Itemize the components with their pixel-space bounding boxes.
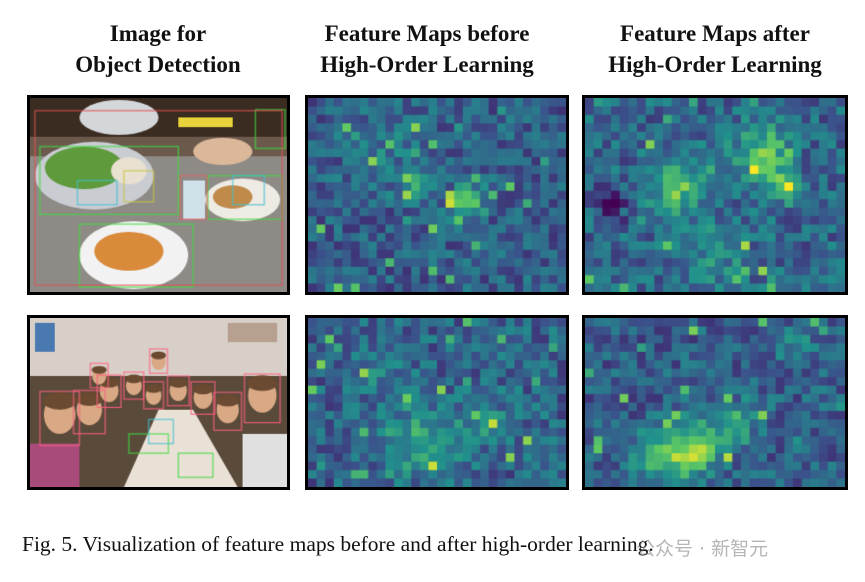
feature-map-before-family xyxy=(305,315,569,490)
detection-photo-food xyxy=(27,95,290,295)
title-line: Feature Maps after xyxy=(620,21,810,46)
watermark: 公众号 · 新智元 xyxy=(636,538,769,560)
column-title-before: Feature Maps before High-Order Learning xyxy=(282,18,572,80)
title-line: Feature Maps before xyxy=(324,21,530,46)
feature-map-before-food xyxy=(305,95,569,295)
title-line: High-Order Learning xyxy=(608,52,822,77)
title-line: High-Order Learning xyxy=(320,52,534,77)
feature-map-after-food xyxy=(582,95,848,295)
column-title-image: Image for Object Detection xyxy=(13,18,303,80)
feature-map-after-family xyxy=(582,315,848,490)
detection-photo-family xyxy=(27,315,290,490)
column-title-after: Feature Maps after High-Order Learning xyxy=(570,18,860,80)
title-line: Object Detection xyxy=(75,52,241,77)
figure-caption: Fig. 5. Visualization of feature maps be… xyxy=(22,532,654,556)
title-line: Image for xyxy=(109,21,207,46)
